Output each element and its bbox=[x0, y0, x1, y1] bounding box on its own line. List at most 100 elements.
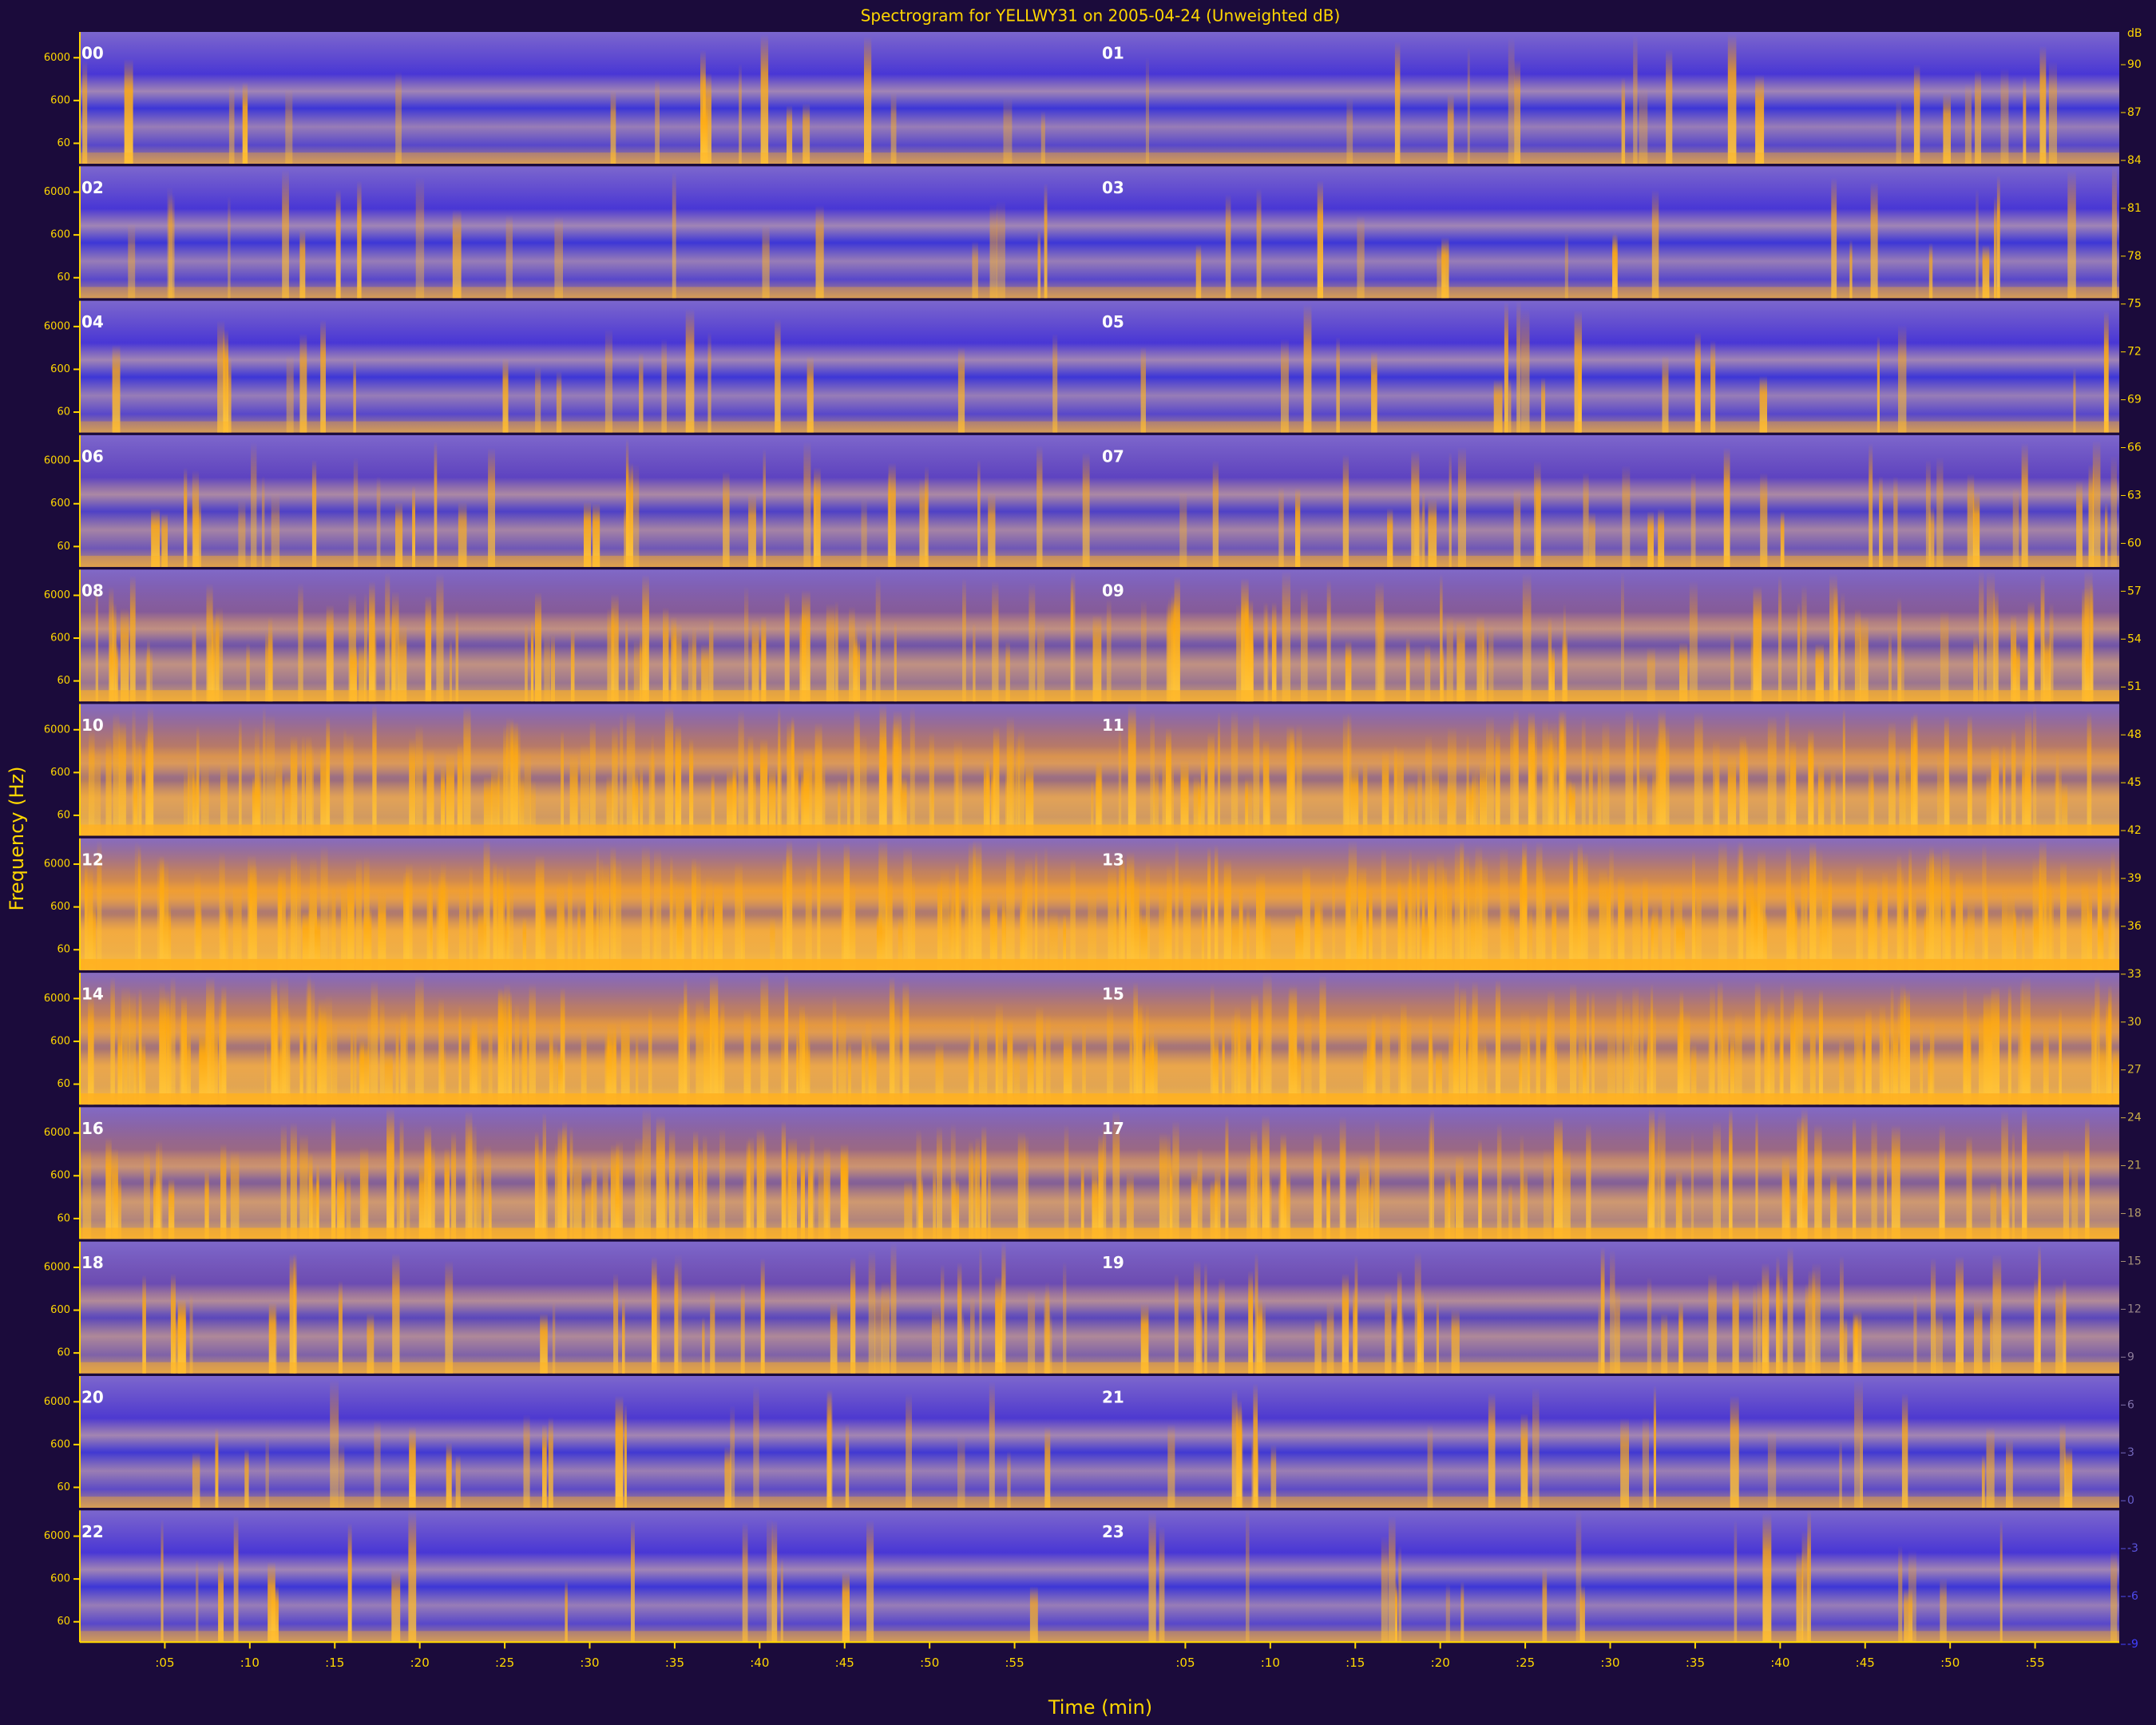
spectrogram-streak bbox=[1790, 1007, 1796, 1105]
spectrogram-streak bbox=[1632, 881, 1641, 970]
spectrogram-streak bbox=[957, 880, 961, 970]
colorbar-tick-label: 27 bbox=[2127, 1064, 2142, 1077]
spectrogram-streak bbox=[738, 709, 744, 836]
spectrogram-streak bbox=[367, 1003, 371, 1105]
spectrogram-streak bbox=[740, 891, 745, 970]
spectrogram-streak bbox=[1171, 760, 1174, 836]
spectrogram-streak bbox=[2022, 755, 2031, 836]
spectrogram-streak bbox=[2071, 1160, 2079, 1239]
spectrogram-streak bbox=[216, 606, 224, 702]
spectrogram-streak bbox=[1896, 854, 1902, 970]
spectrogram-streak bbox=[1136, 1004, 1143, 1105]
spectrogram-streak bbox=[1762, 1263, 1770, 1374]
spectrogram-streak bbox=[1251, 1434, 1259, 1508]
y-tick-label: 60 bbox=[57, 406, 70, 418]
spectrogram-streak bbox=[1841, 592, 1845, 702]
colorbar-tick-label: 60 bbox=[2127, 537, 2142, 549]
spectrogram-streak bbox=[1252, 1037, 1256, 1105]
chart-title: Spectrogram for YELLWY31 on 2005-04-24 (… bbox=[861, 6, 1341, 26]
spectrogram-overlay bbox=[80, 434, 2119, 567]
spectrogram-streak bbox=[1049, 910, 1058, 970]
spectrogram-streak bbox=[624, 1404, 627, 1508]
spectrogram-streak bbox=[1332, 870, 1335, 970]
spectrogram-streak bbox=[976, 1184, 982, 1239]
spectrogram-streak bbox=[335, 189, 341, 299]
spectrogram-streak bbox=[1350, 763, 1359, 836]
spectrogram-streak bbox=[2043, 878, 2052, 970]
spectrogram-streak bbox=[2088, 464, 2095, 567]
spectrogram-streak bbox=[1764, 1010, 1770, 1105]
spectrogram-streak bbox=[1578, 1023, 1585, 1105]
spectrogram-streak bbox=[320, 746, 329, 836]
spectrogram-streak bbox=[775, 319, 781, 433]
spectrogram-streak bbox=[286, 355, 294, 433]
spectrogram-streak bbox=[1472, 770, 1476, 836]
spectrogram-streak bbox=[727, 769, 735, 836]
spectrogram-streak bbox=[668, 1128, 676, 1239]
spectrogram-streak bbox=[1411, 450, 1420, 567]
spectrogram-streak bbox=[1981, 1454, 1985, 1508]
spectrogram-streak bbox=[1436, 1299, 1439, 1374]
spectrogram-streak bbox=[1427, 1424, 1433, 1508]
y-tick-label: 6000 bbox=[44, 320, 70, 332]
spectrogram-streak bbox=[700, 103, 708, 164]
spectrogram-streak bbox=[2013, 906, 2016, 970]
spectrogram-streak bbox=[276, 1040, 282, 1105]
spectrogram-streak bbox=[1925, 459, 1931, 567]
spectrogram-streak bbox=[1785, 1180, 1791, 1239]
spectrogram-streak bbox=[569, 1126, 573, 1239]
spectrogram-streak bbox=[1812, 1263, 1821, 1374]
spectrogram-streak bbox=[724, 1445, 731, 1508]
spectrogram-streak bbox=[1063, 913, 1066, 970]
spectrogram-streak bbox=[1098, 1134, 1104, 1239]
y-tick-label: 600 bbox=[50, 1304, 70, 1316]
spectrogram-streak bbox=[701, 644, 709, 702]
spectrogram-streak bbox=[997, 200, 1005, 299]
spectrogram-streak bbox=[1394, 42, 1401, 164]
spectrogram-streak bbox=[672, 172, 676, 299]
spectrogram-streak bbox=[719, 1128, 726, 1239]
spectrogram-streak bbox=[290, 736, 298, 836]
y-tick-label: 60 bbox=[57, 1481, 70, 1493]
spectrogram-streak bbox=[989, 1382, 995, 1508]
spectrogram-streak bbox=[760, 34, 769, 165]
spectrogram-streak bbox=[289, 1253, 296, 1374]
spectrogram-streak bbox=[2048, 61, 2057, 165]
spectrogram-streak bbox=[114, 642, 118, 702]
spectrogram-streak bbox=[1898, 644, 1904, 702]
spectrogram-streak bbox=[529, 780, 536, 836]
spectrogram-streak bbox=[868, 1040, 877, 1105]
colorbar-tick-label: 39 bbox=[2127, 872, 2142, 885]
spectrogram-streak bbox=[1290, 1032, 1294, 1105]
spectrogram-streak bbox=[1763, 911, 1767, 970]
spectrogram-streak bbox=[1904, 761, 1913, 836]
spectrogram-streak bbox=[129, 575, 136, 702]
spectrogram-overlay bbox=[80, 300, 2119, 433]
spectrogram-streak bbox=[850, 1257, 856, 1374]
spectrogram-floor bbox=[80, 287, 2119, 299]
spectrogram-streak bbox=[1682, 1009, 1690, 1105]
spectrogram-streak bbox=[1357, 216, 1365, 299]
spectrogram-streak bbox=[803, 441, 811, 567]
spectrogram-streak bbox=[478, 908, 487, 970]
spectrogram-streak bbox=[1231, 710, 1239, 836]
spectrogram-streak bbox=[1607, 874, 1611, 970]
spectrogram-streak bbox=[1759, 375, 1767, 433]
spectrogram-streak bbox=[493, 861, 497, 970]
spectrogram-streak bbox=[514, 723, 521, 836]
spectrogram-streak bbox=[1583, 472, 1589, 567]
spectrogram-streak bbox=[1854, 1378, 1863, 1508]
spectrogram-streak bbox=[1303, 304, 1312, 433]
spectrogram-overlay bbox=[80, 166, 2119, 299]
spectrogram-streak bbox=[1516, 300, 1521, 433]
spectrogram-streak bbox=[1467, 46, 1470, 165]
spectrogram-streak bbox=[1265, 602, 1269, 702]
spectrogram-streak bbox=[1244, 599, 1254, 702]
spectrogram-streak bbox=[1513, 488, 1521, 567]
spectrogram-streak bbox=[1180, 759, 1189, 836]
spectrogram-streak bbox=[1956, 870, 1964, 970]
spectrogram-streak bbox=[1943, 93, 1951, 164]
spectrogram-streak bbox=[445, 1260, 454, 1374]
y-tick-label: 60 bbox=[57, 1347, 70, 1359]
